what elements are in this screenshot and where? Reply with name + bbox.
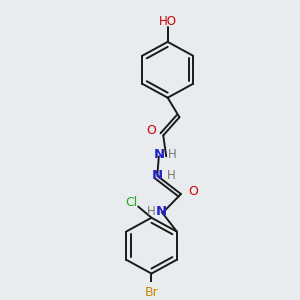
Text: Cl: Cl [125, 196, 138, 208]
Text: Br: Br [145, 286, 158, 299]
Text: H: H [146, 205, 155, 218]
Text: O: O [188, 185, 198, 198]
Text: N: N [153, 148, 164, 161]
Text: N: N [152, 169, 163, 182]
Text: HO: HO [159, 15, 177, 28]
Text: O: O [146, 124, 156, 137]
Text: N: N [156, 205, 167, 218]
Text: H: H [167, 169, 176, 182]
Text: H: H [168, 148, 177, 161]
